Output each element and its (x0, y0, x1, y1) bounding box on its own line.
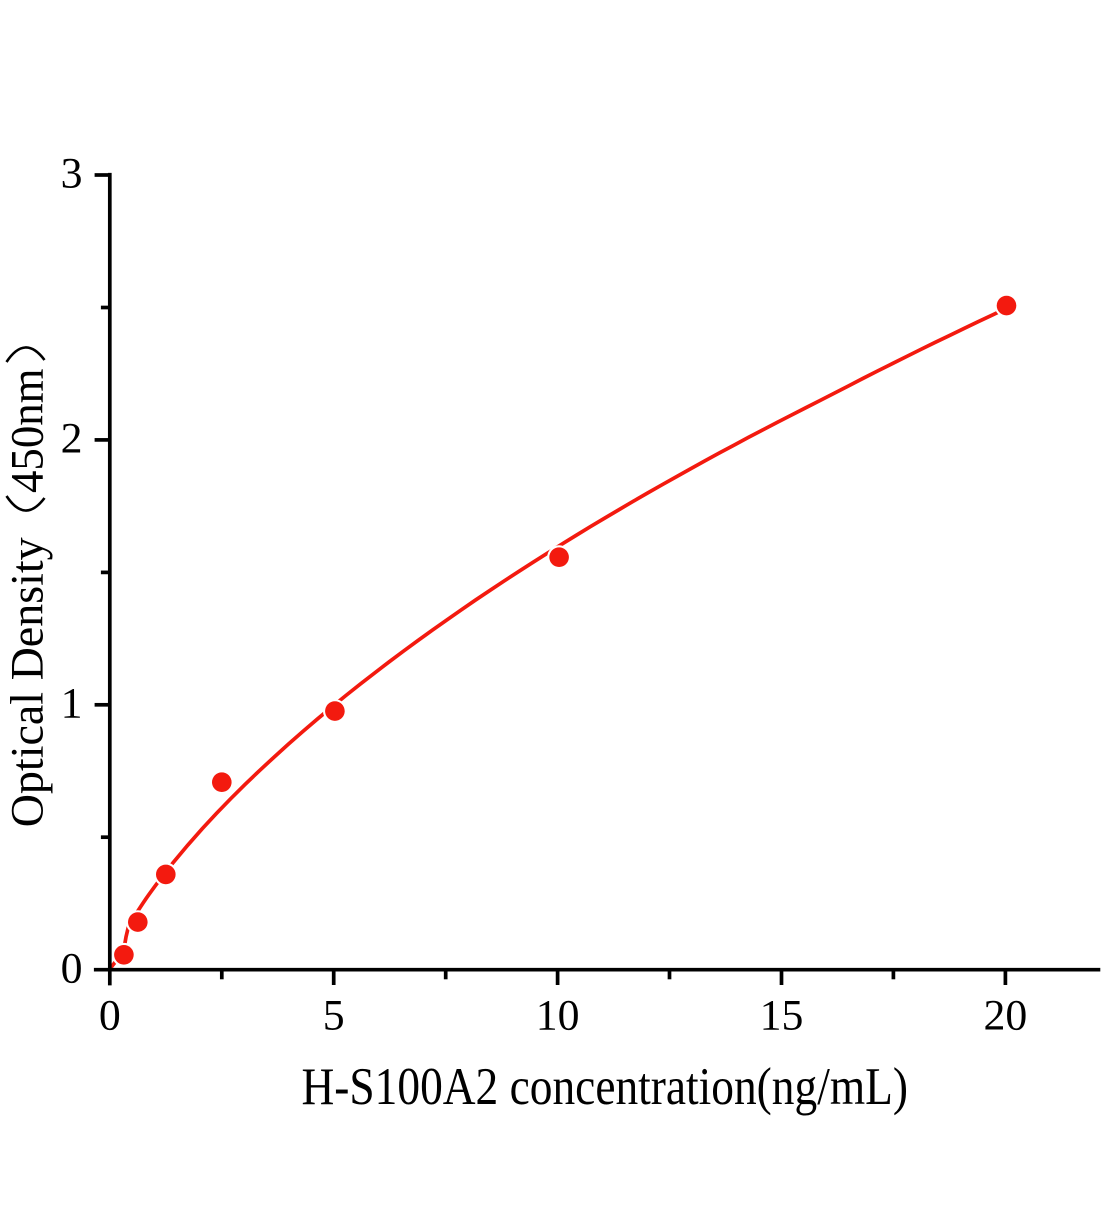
svg-text:20: 20 (984, 992, 1028, 1040)
svg-text:5: 5 (323, 992, 345, 1040)
svg-text:H-S100A2 concentration(ng/mL): H-S100A2 concentration(ng/mL) (302, 1058, 909, 1116)
svg-text:10: 10 (536, 992, 580, 1040)
svg-text:2: 2 (61, 415, 83, 463)
svg-text:0: 0 (99, 992, 121, 1040)
svg-text:1: 1 (61, 679, 83, 727)
svg-text:450nm: 450nm (2, 369, 54, 494)
svg-text:3: 3 (61, 150, 83, 198)
svg-text:0: 0 (61, 944, 83, 992)
svg-text:Optical Density: Optical Density (2, 537, 54, 827)
svg-text:15: 15 (760, 992, 804, 1040)
